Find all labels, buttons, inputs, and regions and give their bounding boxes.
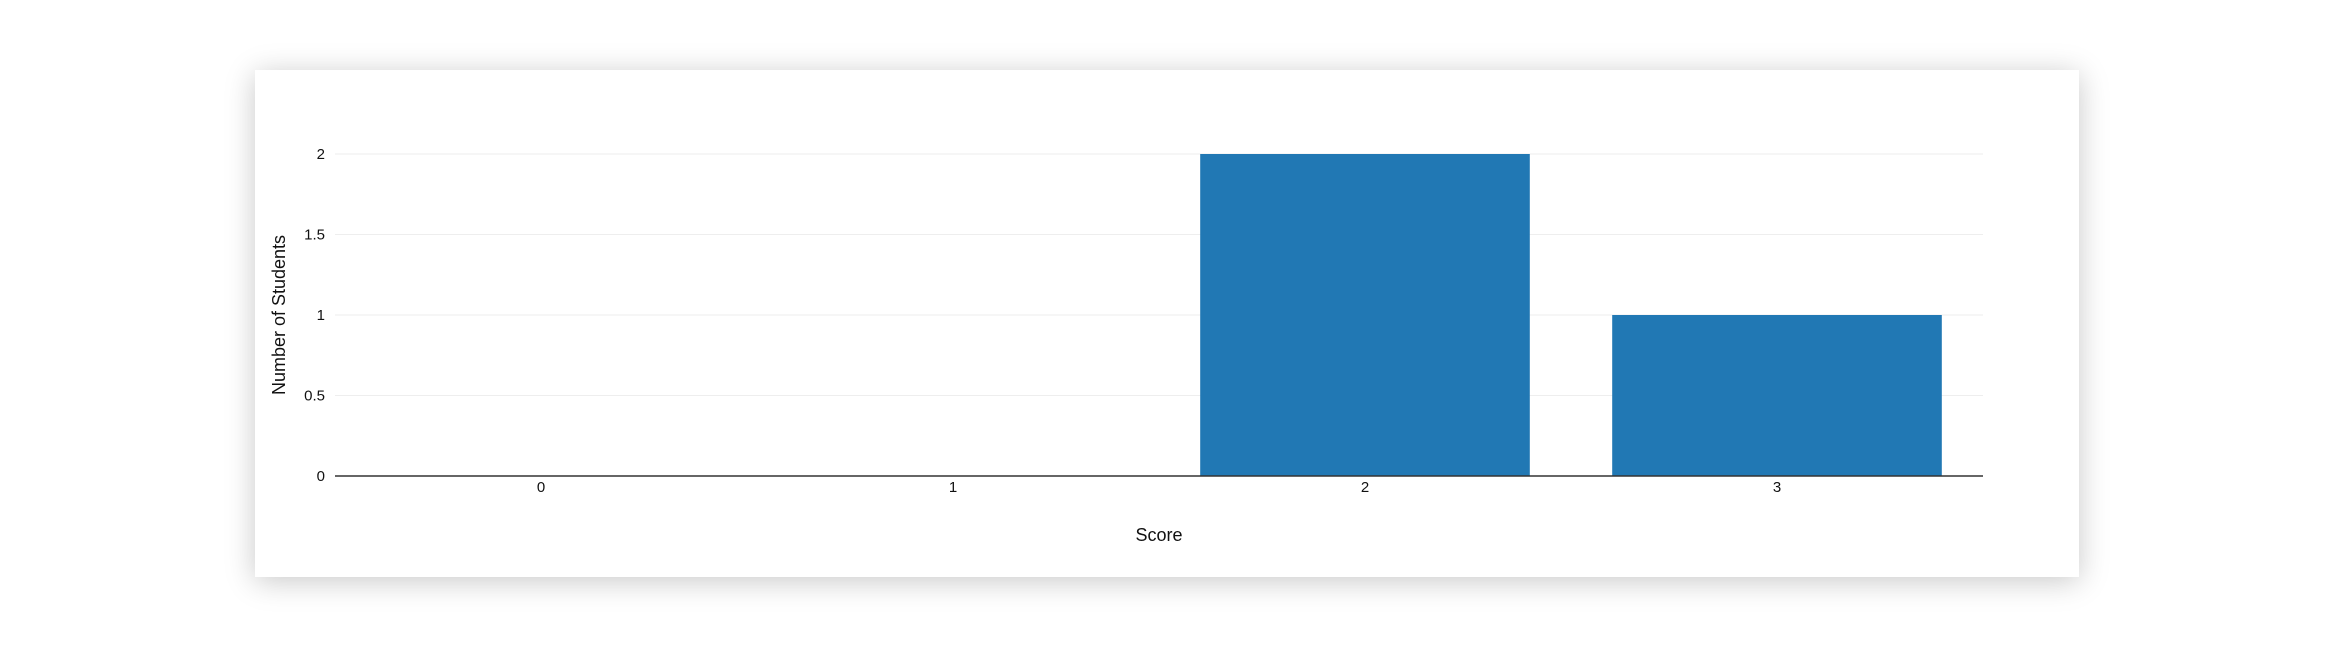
x-tick-label: 1 bbox=[949, 479, 957, 496]
chart-card: 0 0.5 1 1.5 2 0 1 2 3 Score Number of Students bbox=[255, 70, 2079, 577]
x-tick-label: 3 bbox=[1773, 479, 1781, 496]
y-tick-label: 0 bbox=[317, 468, 325, 485]
x-tick-labels: 0 1 2 3 bbox=[537, 479, 1781, 496]
bar-score-2 bbox=[1200, 154, 1530, 476]
y-axis-title: Number of Students bbox=[269, 235, 289, 395]
y-tick-label: 1 bbox=[317, 307, 325, 324]
x-tick-label: 0 bbox=[537, 479, 545, 496]
x-axis-title: Score bbox=[1135, 525, 1182, 545]
y-tick-label: 1.5 bbox=[304, 227, 325, 244]
bar-chart: 0 0.5 1 1.5 2 0 1 2 3 Score Number of Students bbox=[269, 146, 1983, 545]
y-tick-labels: 0 0.5 1 1.5 2 bbox=[304, 146, 325, 485]
y-tick-label: 2 bbox=[317, 146, 325, 163]
y-tick-label: 0.5 bbox=[304, 388, 325, 405]
bars bbox=[1200, 154, 1942, 476]
x-tick-label: 2 bbox=[1361, 479, 1369, 496]
bar-score-3 bbox=[1612, 315, 1942, 476]
